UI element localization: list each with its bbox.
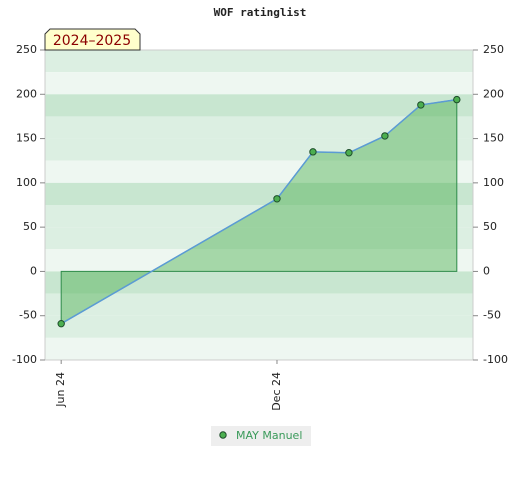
point xyxy=(309,148,317,156)
annotation: 2024–2025 xyxy=(53,33,131,49)
legend-marker xyxy=(219,431,227,439)
background-stripe xyxy=(45,227,473,250)
y2-tick-label: 0 xyxy=(483,264,490,277)
background-stripe xyxy=(45,160,473,183)
background-stripe xyxy=(45,271,473,294)
y2-tick-label: 100 xyxy=(483,176,504,189)
y2-tick-label: 200 xyxy=(483,87,504,100)
annotation-box xyxy=(44,28,141,51)
background-stripe xyxy=(45,337,473,360)
legend-label: MAY Manuel xyxy=(236,429,302,442)
background-stripe xyxy=(45,205,473,228)
y-tick-label: 50 xyxy=(23,220,37,233)
point xyxy=(417,101,425,109)
point xyxy=(57,319,65,328)
y2-tick-label: -100 xyxy=(483,353,508,366)
x-tick-label: Dec 24 xyxy=(270,372,283,411)
y2-tick-label: 250 xyxy=(483,43,504,56)
background-stripe xyxy=(45,50,473,73)
point xyxy=(453,95,461,104)
y2-tick-label: 150 xyxy=(483,132,504,145)
background-stripe xyxy=(45,315,473,338)
y-tick-label: 100 xyxy=(16,176,37,189)
y-tick-label: 250 xyxy=(16,43,37,56)
y-tick-label: 150 xyxy=(16,132,37,145)
background-stripe xyxy=(45,72,473,95)
y-tick-label: -50 xyxy=(19,309,37,322)
y-tick-label: 0 xyxy=(30,264,37,277)
background-stripe xyxy=(45,116,473,139)
legend-box xyxy=(211,426,311,446)
y2-tick-label: 50 xyxy=(483,220,497,233)
y-tick-label: 200 xyxy=(16,87,37,100)
y-tick-label: -100 xyxy=(12,353,37,366)
plot-frame xyxy=(44,49,474,361)
point xyxy=(381,132,389,140)
chart-title: WOF ratinglist xyxy=(214,6,307,19)
background-stripe xyxy=(45,249,473,272)
y2-tick-label: -50 xyxy=(483,309,501,322)
x-tick-label: Jun 24 xyxy=(54,372,67,408)
point xyxy=(273,195,281,203)
background-stripe xyxy=(45,94,473,117)
background-stripe xyxy=(45,182,473,205)
point xyxy=(345,149,353,157)
background-stripe xyxy=(45,293,473,316)
